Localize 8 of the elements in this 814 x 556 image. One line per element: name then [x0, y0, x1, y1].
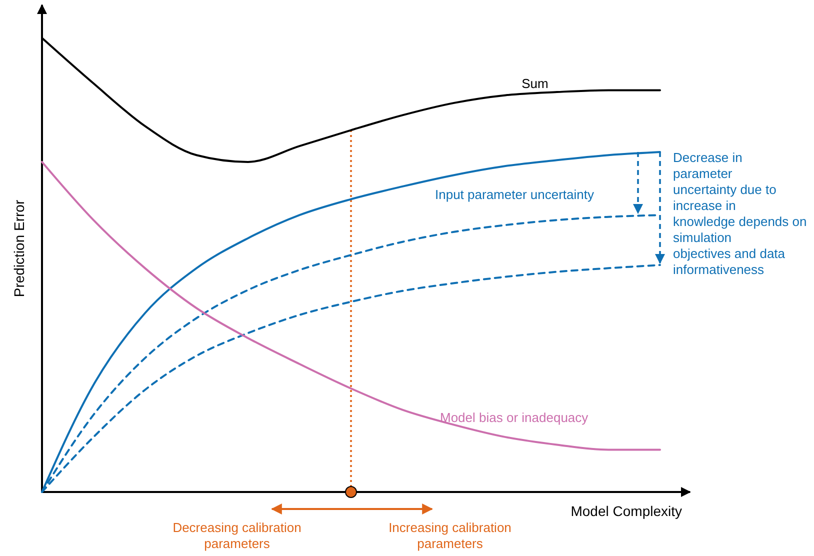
annotation: Decrease in parameter uncertainty due to increase in knowledge depends on simulation objectives and data informativeness — [673, 150, 807, 277]
text: Decreasing calibration parameters — [172, 520, 302, 551]
y-axis-title: Prediction Error — [11, 200, 27, 298]
series-label: Sum — [522, 76, 548, 91]
text: Increasing calibration parameters — [388, 520, 512, 551]
series-label: Model bias or inadequacy — [440, 410, 589, 425]
x-axis-title: Model Complexity — [570, 503, 682, 519]
series-label: Input parameter uncertainty — [435, 187, 594, 202]
